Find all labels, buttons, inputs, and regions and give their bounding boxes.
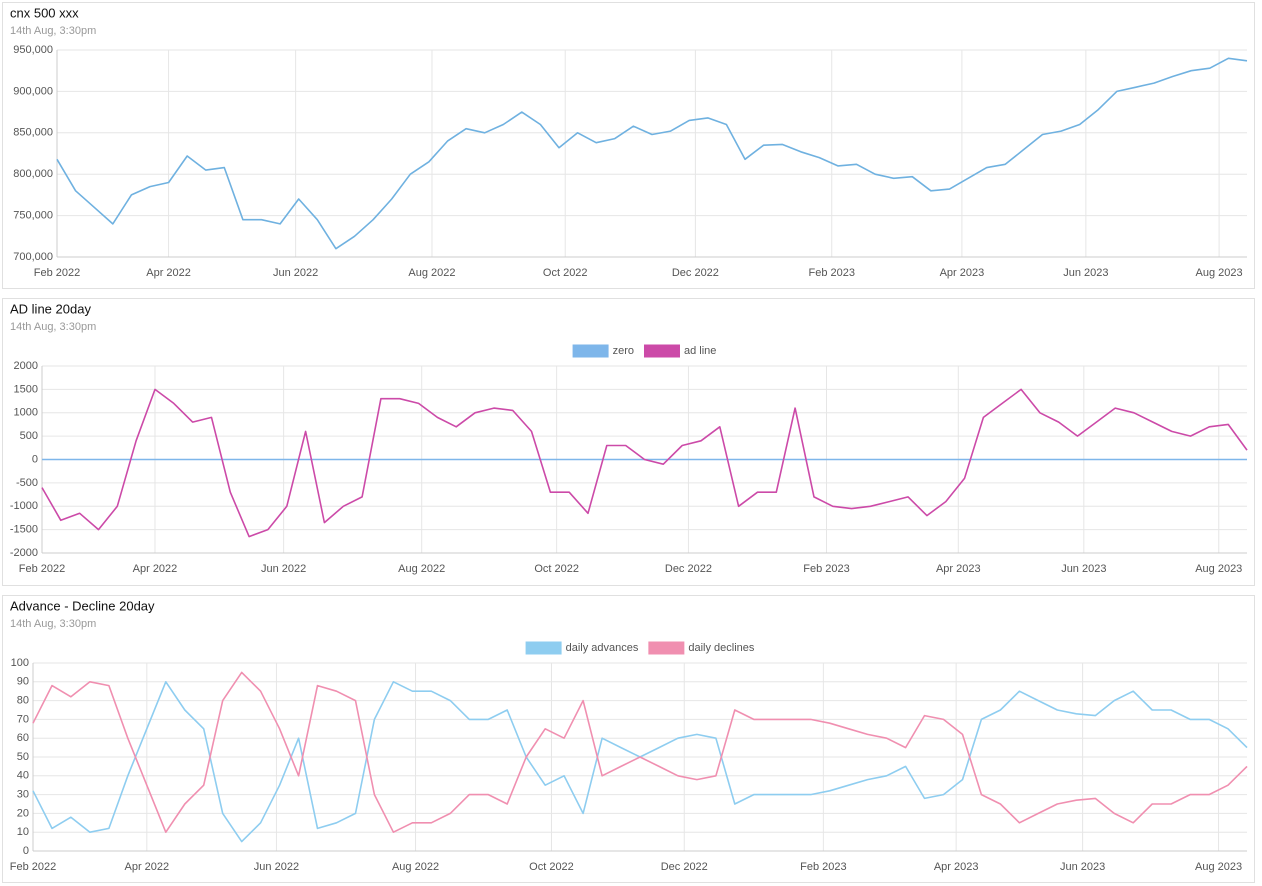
x-tick-label: Jun 2022: [261, 563, 306, 575]
x-tick-label: Aug 2022: [408, 267, 455, 279]
y-tick-label: 70: [17, 713, 29, 725]
y-tick-label: 1500: [14, 383, 38, 395]
series-line: [32, 671, 1248, 833]
series-line: [56, 57, 1248, 250]
y-tick-label: 700,000: [13, 251, 53, 263]
legend-swatch: [525, 641, 562, 655]
x-tick-label: Aug 2023: [1196, 267, 1243, 279]
y-tick-label: 0: [23, 845, 29, 857]
x-tick-label: Dec 2022: [665, 563, 712, 575]
x-tick-label: Apr 2023: [934, 861, 979, 873]
x-tick-label: Oct 2022: [534, 563, 579, 575]
y-tick-label: 2000: [14, 360, 38, 372]
chart-title: cnx 500 xxx: [10, 5, 79, 20]
legend-label: daily declines: [688, 642, 755, 654]
y-tick-label: 80: [17, 695, 29, 707]
x-tick-label: Jun 2022: [254, 861, 299, 873]
legend-label: ad line: [684, 345, 716, 357]
panel: [2, 595, 1255, 883]
chart-subtitle: 14th Aug, 3:30pm: [10, 321, 96, 333]
x-tick-label: Apr 2022: [133, 563, 178, 575]
y-tick-label: 90: [17, 676, 29, 688]
x-tick-label: Aug 2023: [1195, 563, 1242, 575]
y-tick-label: 500: [20, 430, 38, 442]
x-tick-label: Oct 2022: [543, 267, 588, 279]
x-tick-label: Jun 2023: [1060, 861, 1105, 873]
x-tick-label: Feb 2023: [808, 267, 854, 279]
x-tick-label: Aug 2022: [392, 861, 439, 873]
x-tick-label: Oct 2022: [529, 861, 574, 873]
y-tick-label: 0: [32, 453, 38, 465]
y-tick-label: 60: [17, 732, 29, 744]
y-tick-label: 750,000: [13, 210, 53, 222]
legend-label: daily advances: [566, 642, 639, 654]
x-tick-label: Apr 2023: [936, 563, 981, 575]
x-tick-label: Jun 2023: [1063, 267, 1108, 279]
chart-subtitle: 14th Aug, 3:30pm: [10, 618, 96, 630]
x-tick-label: Feb 2022: [19, 563, 65, 575]
y-tick-label: -500: [16, 477, 38, 489]
y-tick-label: 850,000: [13, 127, 53, 139]
x-tick-label: Jun 2022: [273, 267, 318, 279]
legend-swatch: [643, 344, 680, 358]
x-tick-label: Aug 2023: [1195, 861, 1242, 873]
y-tick-label: 950,000: [13, 44, 53, 56]
chart-subtitle: 14th Aug, 3:30pm: [10, 25, 96, 37]
chart-title: Advance - Decline 20day: [10, 598, 155, 613]
x-tick-label: Jun 2023: [1061, 563, 1106, 575]
x-tick-label: Dec 2022: [661, 861, 708, 873]
legend-swatch: [648, 641, 685, 655]
chart-title: AD line 20day: [10, 301, 91, 316]
series-line: [41, 388, 1248, 538]
y-tick-label: -1000: [10, 500, 38, 512]
y-tick-label: 100: [11, 657, 29, 669]
x-tick-label: Apr 2023: [940, 267, 985, 279]
y-tick-label: 800,000: [13, 168, 53, 180]
panel: [2, 298, 1255, 586]
x-tick-label: Feb 2022: [34, 267, 80, 279]
y-tick-label: 10: [17, 826, 29, 838]
y-tick-label: 1000: [14, 407, 38, 419]
x-tick-label: Feb 2023: [803, 563, 849, 575]
x-tick-label: Apr 2022: [146, 267, 191, 279]
legend-label: zero: [613, 345, 634, 357]
x-tick-label: Feb 2023: [800, 861, 846, 873]
y-tick-label: 20: [17, 807, 29, 819]
y-tick-label: 900,000: [13, 85, 53, 97]
y-tick-label: -2000: [10, 547, 38, 559]
y-tick-label: 40: [17, 770, 29, 782]
x-tick-label: Aug 2022: [398, 563, 445, 575]
y-tick-label: 30: [17, 789, 29, 801]
y-tick-label: 50: [17, 751, 29, 763]
x-tick-label: Feb 2022: [10, 861, 56, 873]
x-tick-label: Dec 2022: [672, 267, 719, 279]
x-tick-label: Apr 2022: [124, 861, 169, 873]
legend-swatch: [572, 344, 609, 358]
y-tick-label: -1500: [10, 524, 38, 536]
panel: [2, 2, 1255, 289]
